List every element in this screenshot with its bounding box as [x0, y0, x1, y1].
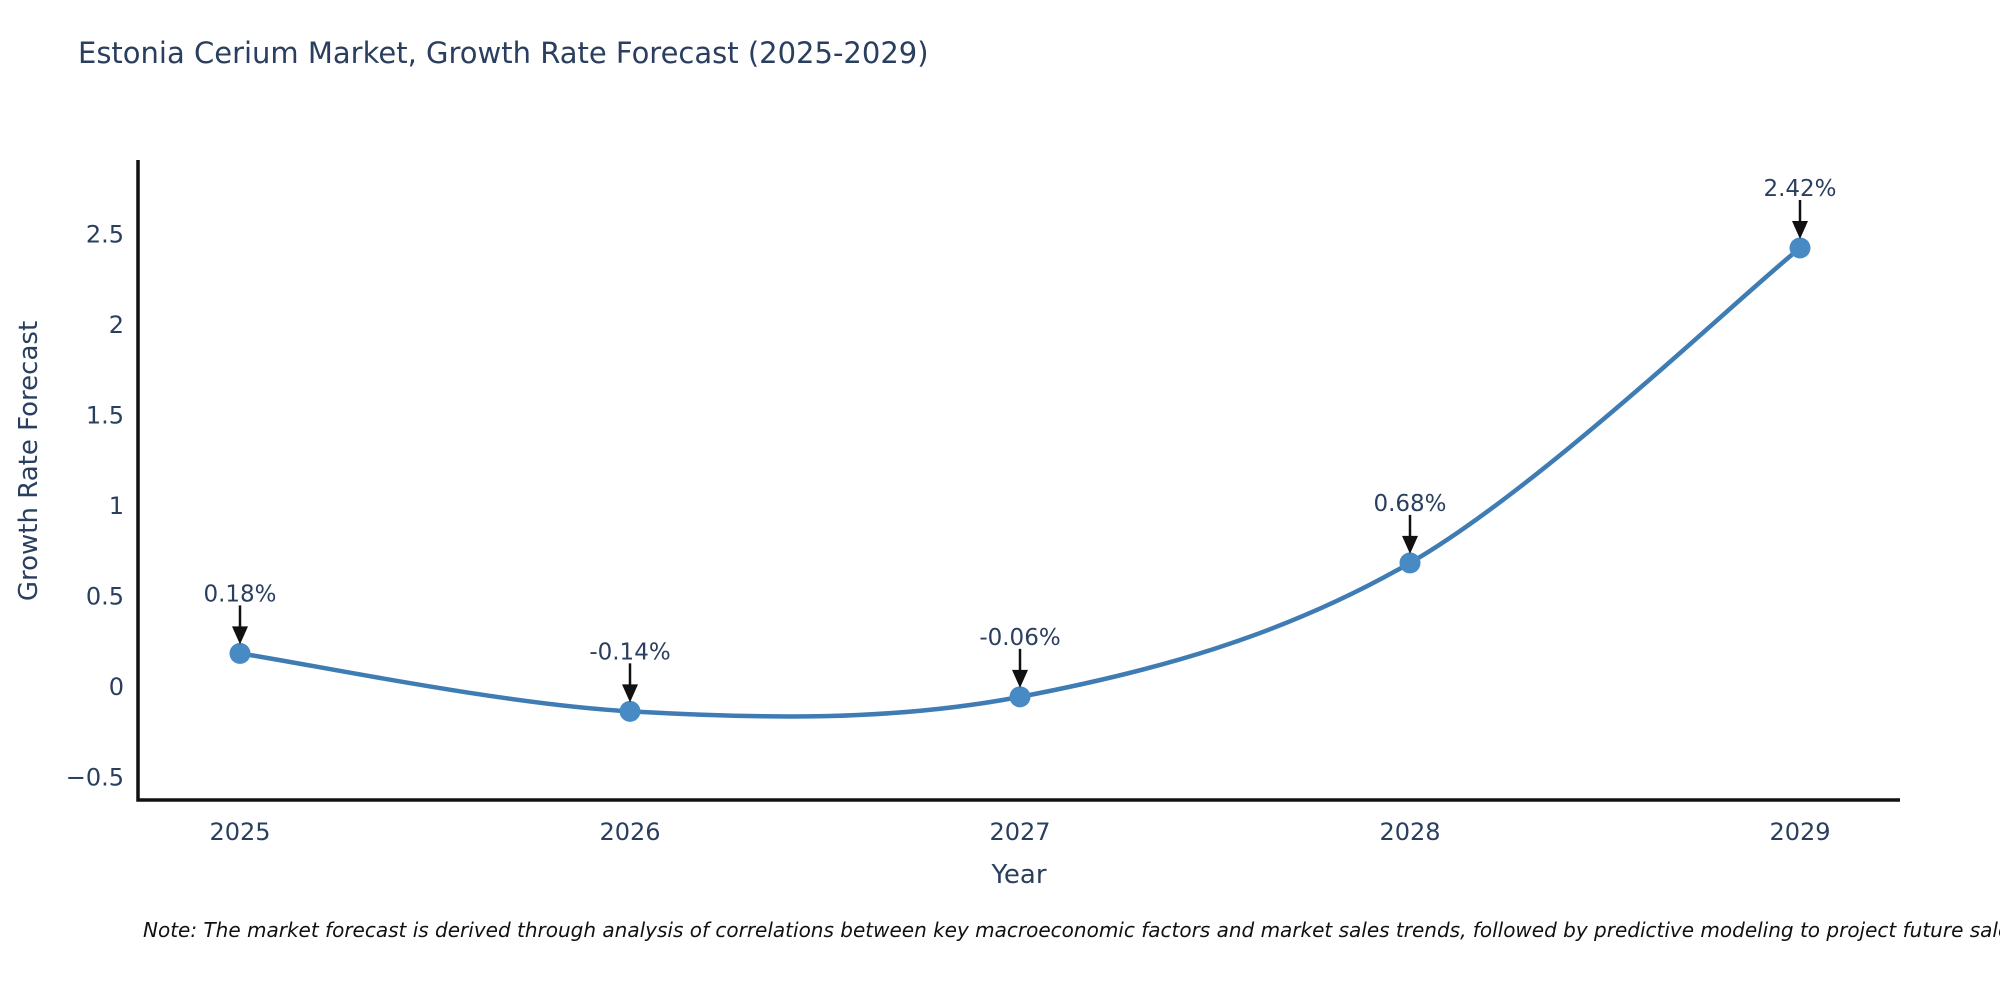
data-point-marker [1009, 686, 1031, 708]
y-tick-label: 1 [109, 492, 124, 520]
data-point-label: -0.14% [589, 639, 670, 665]
x-tick-label: 2027 [989, 818, 1050, 846]
y-tick-label: −0.5 [66, 764, 124, 792]
data-point-label: 0.18% [203, 581, 276, 607]
annotation-arrowhead [1402, 535, 1418, 554]
axes-spines [136, 160, 1900, 802]
x-tick-label: 2028 [1379, 818, 1440, 846]
forecast-line [237, 245, 1803, 719]
data-point-label: -0.06% [979, 625, 1060, 651]
annotation-arrowhead [622, 684, 638, 703]
x-tick-label: 2026 [599, 818, 660, 846]
x-tick-label: 2029 [1769, 818, 1830, 846]
y-tick-label: 1.5 [86, 402, 124, 430]
y-tick-label: 0 [109, 673, 124, 701]
data-point-marker [1399, 552, 1421, 574]
chart-title: Estonia Cerium Market, Growth Rate Forec… [78, 36, 929, 70]
annotation-arrowhead [232, 626, 248, 645]
y-axis-title: Growth Rate Forecast [14, 320, 44, 602]
data-point-label: 0.68% [1373, 491, 1446, 517]
annotation-arrowhead [1792, 220, 1808, 239]
y-tick-label: 2 [109, 311, 124, 339]
data-point-marker [229, 642, 251, 664]
y-tick-label: 2.5 [86, 221, 124, 249]
y-tick-label: 0.5 [86, 583, 124, 611]
annotation-arrowhead [1012, 669, 1028, 688]
data-point-marker [619, 700, 641, 722]
data-point-marker [1789, 237, 1811, 259]
x-axis-title: Year [991, 860, 1047, 890]
footnote: Note: The market forecast is derived thr… [143, 918, 2000, 942]
data-point-label: 2.42% [1763, 176, 1836, 202]
x-tick-label: 2025 [209, 818, 270, 846]
